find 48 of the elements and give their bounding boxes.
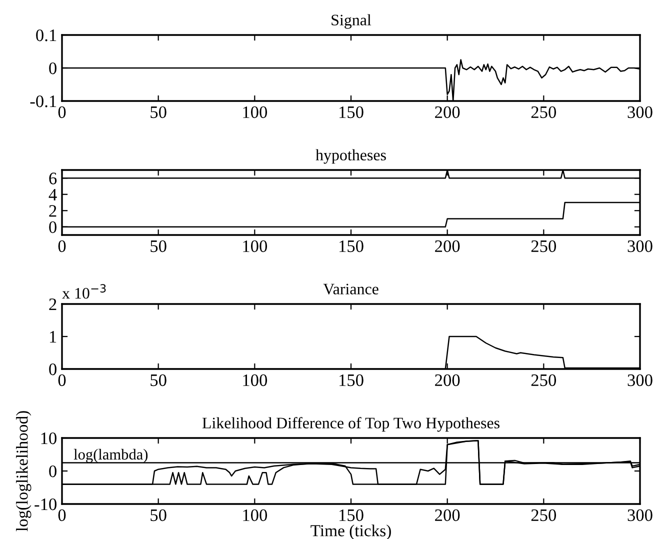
x-tick-label: 150 xyxy=(340,240,364,252)
x-tick-label: 0 xyxy=(58,374,66,386)
x-tick-label: 300 xyxy=(628,240,652,252)
y-tick-label: 2 xyxy=(49,298,56,310)
x-tick-label: 300 xyxy=(628,106,652,118)
x-tick-label: 300 xyxy=(628,374,652,386)
y-tick-label: 0 xyxy=(49,221,56,234)
x-tick-label: 250 xyxy=(531,374,556,386)
x-tick-label: 0 xyxy=(58,509,66,522)
x-tick-label: 50 xyxy=(150,374,166,386)
ref-line-label: log(lambda) xyxy=(74,448,148,463)
y-tick-label: -10 xyxy=(34,498,56,510)
y-tick-label: -0.1 xyxy=(30,95,56,108)
x-tick-label: 100 xyxy=(243,240,268,252)
x-tick-label: 50 xyxy=(150,106,166,118)
x-tick-label: 50 xyxy=(150,240,166,252)
x-tick-label: 150 xyxy=(340,106,364,118)
y-axis-title: log(loglikelihood) xyxy=(16,411,32,532)
y-tick-label: 10 xyxy=(41,432,56,444)
x-tick-label: 250 xyxy=(531,509,556,522)
x-tick-label: 100 xyxy=(243,509,268,522)
x-tick-label: 250 xyxy=(531,240,556,252)
x-tick-label: 200 xyxy=(435,106,460,118)
x-tick-label: 0 xyxy=(58,240,66,252)
y-tick-label: 4 xyxy=(48,188,57,200)
x-tick-label: 200 xyxy=(435,240,460,252)
x-tick-label: 0 xyxy=(58,106,66,118)
chart-title: hypotheses xyxy=(316,149,386,164)
y-tick-label: 1 xyxy=(50,331,56,343)
y-tick-label: 6 xyxy=(49,172,57,184)
chart-title: Signal xyxy=(332,14,372,29)
chart-title: Variance xyxy=(323,284,378,295)
x-tick-label: 150 xyxy=(340,374,364,386)
x-tick-label: 100 xyxy=(243,374,268,386)
x-tick-label: 250 xyxy=(531,106,556,118)
x-tick-label: 100 xyxy=(243,106,268,118)
y-tick-label: 0 xyxy=(49,62,56,74)
x-tick-label: 200 xyxy=(435,509,460,522)
y-tick-label: 0 xyxy=(49,363,56,376)
x-tick-label: 50 xyxy=(150,509,166,522)
x-tick-label: 150 xyxy=(340,509,364,522)
y-tick-label: 0 xyxy=(49,465,56,478)
text: x 10$^{−3}$ xyxy=(62,284,106,299)
x-tick-label: 300 xyxy=(628,509,652,522)
y-tick-label: 0.1 xyxy=(36,29,56,42)
y-tick-label: 2 xyxy=(49,205,56,217)
chart-title: Likelihood Difference of Top Two Hypotheses xyxy=(202,417,500,432)
x-tick-label: 200 xyxy=(435,374,460,386)
